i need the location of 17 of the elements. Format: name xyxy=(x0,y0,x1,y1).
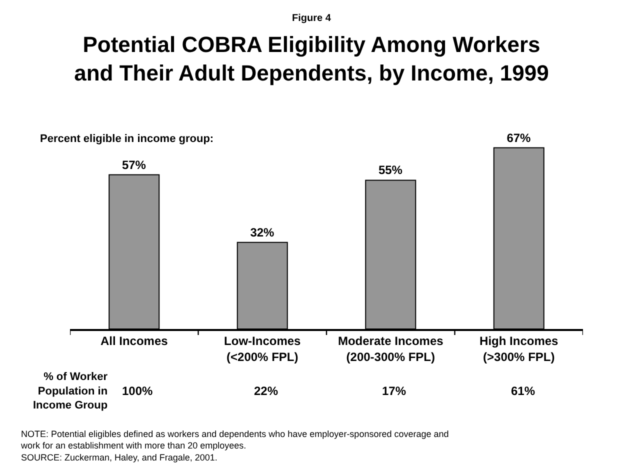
data-label: 32% xyxy=(250,225,275,240)
chart-title: Potential COBRA Eligibility Among Workers and Their Adult Dependents, by Income, 1999 xyxy=(74,32,549,86)
text: % of Worker Population in Income Group xyxy=(33,371,108,412)
text: 17% xyxy=(382,384,406,398)
data-label: 67% xyxy=(506,130,532,145)
x-tick-label: Moderate Incomes (200-300% FPL) xyxy=(338,334,444,364)
text: 61% xyxy=(511,384,536,398)
caption: Figure 4 xyxy=(292,13,332,24)
x-tick-label: Low-Incomes (<200% FPL) xyxy=(224,334,302,364)
text: Percent eligible in income group: xyxy=(40,133,214,145)
data-label: 57% xyxy=(122,158,146,172)
x-tick-label: All Incomes xyxy=(100,334,168,348)
data-label: 55% xyxy=(378,163,403,178)
text: 100% xyxy=(122,384,154,398)
text: 22% xyxy=(254,384,278,398)
text: NOTE: Potential eligibles defined as workers and dependents who have employer-sponsored coverage and work for an establishment with more than 20 employees. SOURCE: Zuckerman, Haley, and Fragale, 2001. xyxy=(20,429,449,462)
x-tick-label: High Incomes (>300% FPL) xyxy=(480,334,559,364)
